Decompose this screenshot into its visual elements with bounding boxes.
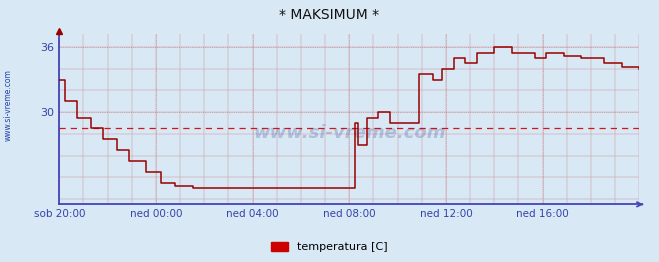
- Legend: temperatura [C]: temperatura [C]: [267, 237, 392, 256]
- Text: * MAKSIMUM *: * MAKSIMUM *: [279, 8, 380, 22]
- Text: www.si-vreme.com: www.si-vreme.com: [253, 124, 445, 142]
- Text: www.si-vreme.com: www.si-vreme.com: [3, 69, 13, 141]
